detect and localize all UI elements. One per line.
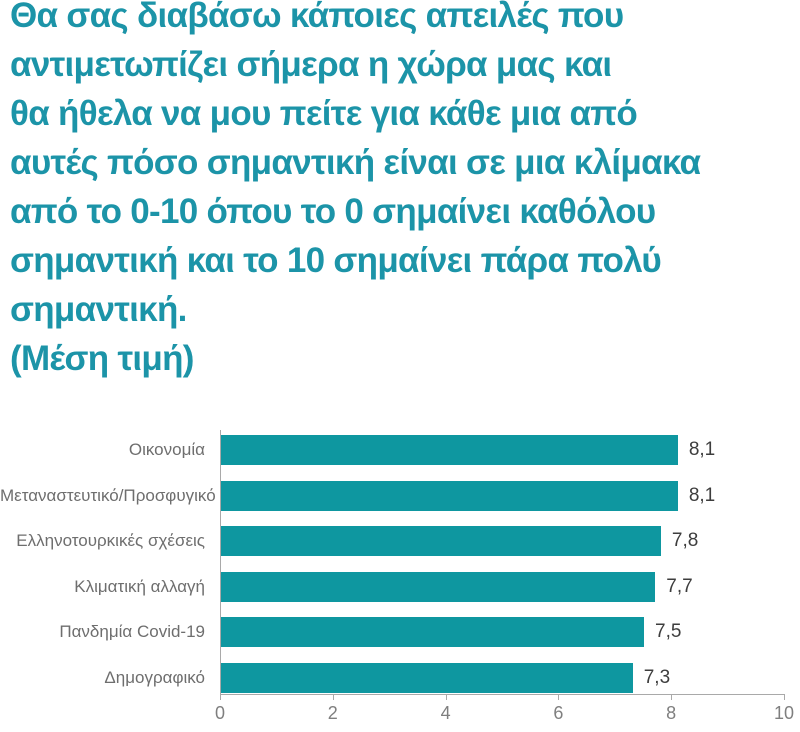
x-axis-tick-label: 6 — [553, 703, 564, 723]
category-label: Ελληνοτουρκικές σχέσεις — [16, 531, 205, 551]
bar — [221, 617, 644, 648]
category-label: Πανδημία Covid-19 — [59, 622, 205, 642]
bar-track: 7,3 — [221, 662, 785, 693]
x-axis-tick — [784, 694, 785, 700]
bar-row: Δημογραφικό 7,3 — [0, 662, 800, 709]
bar-chart: Οικονομία 8,1 Μεταναστευτικό/Προσφυγικό 8,1… — [0, 428, 800, 732]
bar-rows: Οικονομία 8,1 Μεταναστευτικό/Προσφυγικό 8,1… — [0, 435, 800, 709]
bar-track: 8,1 — [221, 435, 785, 465]
value-label: 7,5 — [655, 621, 682, 643]
x-axis-tick-label: 4 — [440, 703, 451, 723]
x-axis-tick — [671, 694, 673, 700]
x-axis-tick-label: 10 — [773, 703, 795, 723]
title-block: Θα σας διαβάσω κάποιες απειλές που αντιμ… — [10, 0, 796, 383]
x-axis-tick — [332, 694, 334, 700]
category-label: Κλιματική αλλαγή — [74, 576, 205, 596]
x-axis-tick-label: 0 — [214, 703, 226, 723]
value-label: 7,8 — [671, 530, 699, 552]
question-title: Θα σας διαβάσω κάποιες απειλές που αντιμ… — [10, 0, 701, 329]
x-axis-line — [220, 694, 785, 695]
question-subtitle: (Μέση τιμή) — [10, 339, 194, 378]
bar — [221, 480, 678, 511]
bar-row: Κλιματική αλλαγή 7,7 — [0, 571, 800, 618]
category-label: Οικονομία — [128, 440, 205, 459]
x-axis-tick — [445, 694, 447, 700]
bar-track: 7,5 — [221, 617, 785, 648]
bar — [221, 435, 678, 465]
value-label: 8,1 — [688, 439, 716, 460]
x-axis-tick — [220, 694, 221, 700]
value-label: 8,1 — [688, 484, 716, 506]
category-label: Δημογραφικό — [104, 667, 205, 687]
bar-track: 7,7 — [221, 571, 785, 602]
x-axis-tick-label: 8 — [666, 703, 677, 723]
bar — [221, 571, 656, 602]
x-axis-tick — [558, 694, 560, 700]
bar-track: 7,8 — [221, 526, 785, 557]
bar — [221, 526, 661, 557]
y-axis-line — [220, 430, 221, 694]
value-label: 7,3 — [643, 666, 671, 688]
value-label: 7,7 — [666, 575, 693, 597]
category-label: Μεταναστευτικό/Προσφυγικό — [0, 485, 216, 505]
bar-row: Πανδημία Covid-19 7,5 — [0, 617, 800, 663]
bar-row: Ελληνοτουρκικές σχέσεις 7,8 — [0, 526, 800, 572]
bar-row: Μεταναστευτικό/Προσφυγικό 8,1 — [0, 480, 800, 527]
bar-track: 8,1 — [221, 480, 785, 511]
bar — [221, 662, 633, 693]
x-axis-tick-label: 2 — [327, 703, 338, 723]
bar-row: Οικονομία 8,1 — [0, 435, 800, 481]
